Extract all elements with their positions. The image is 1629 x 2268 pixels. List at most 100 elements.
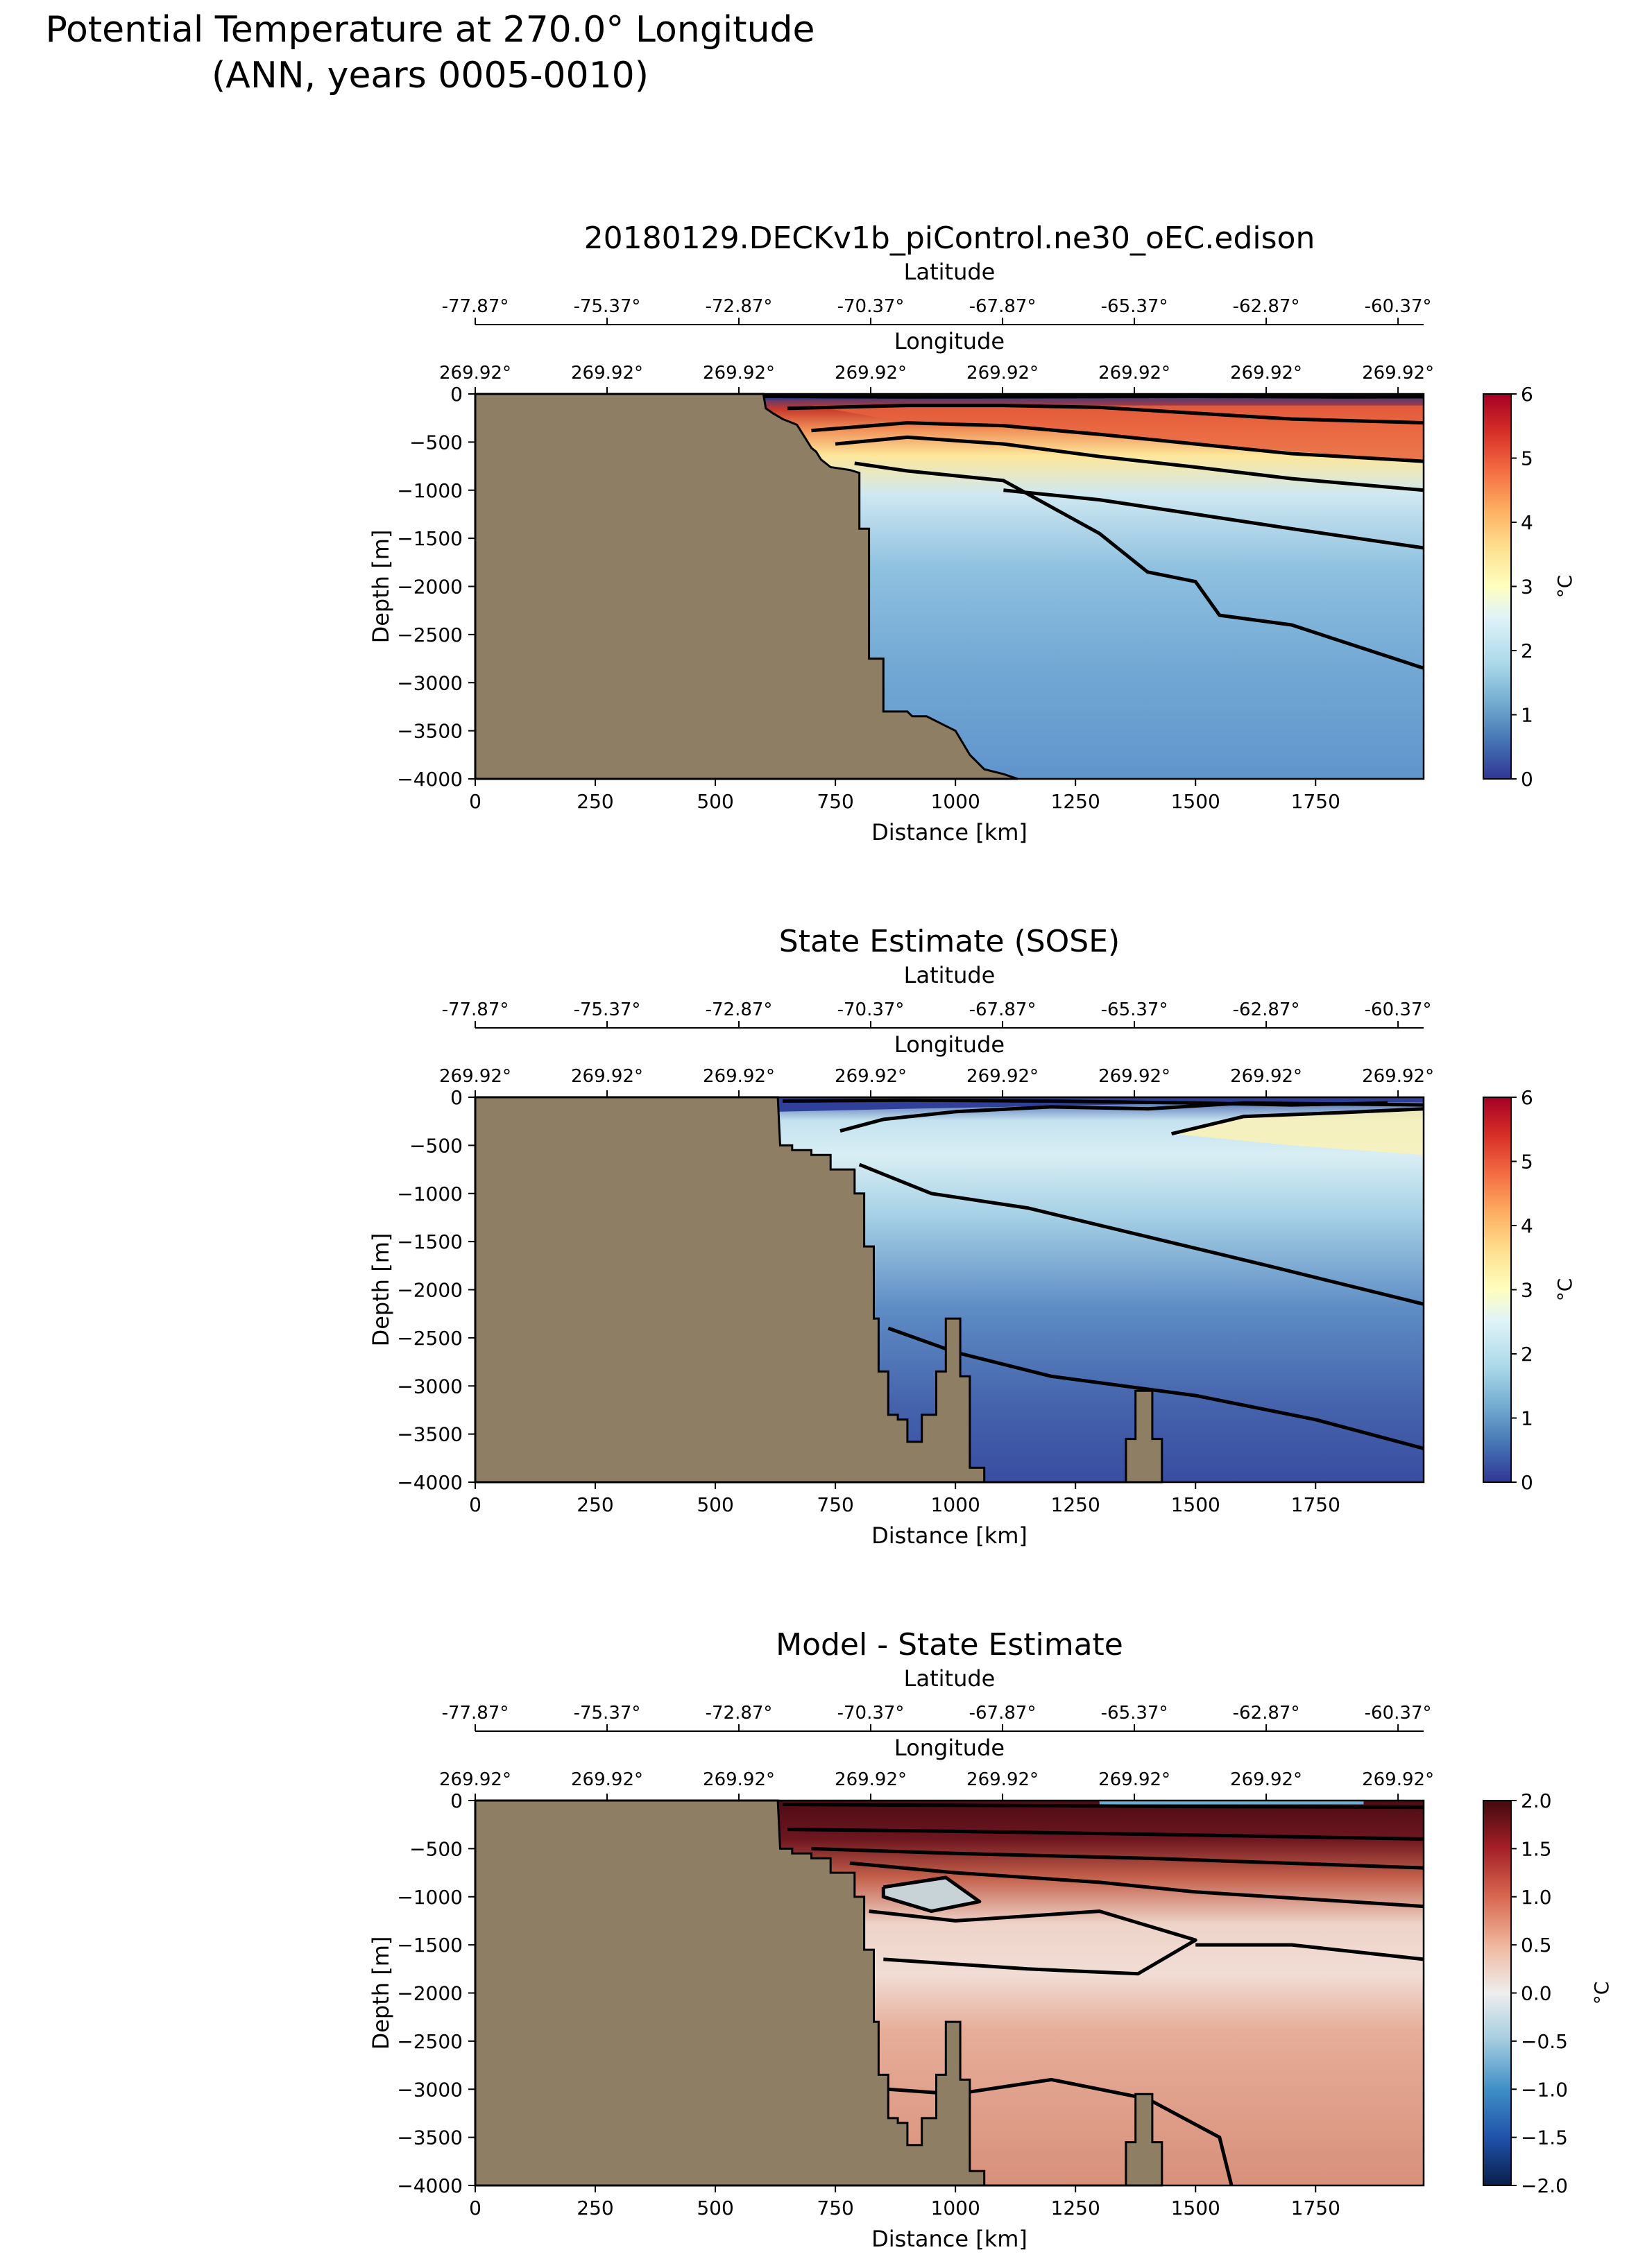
lat-tick-label: -77.87° — [442, 1703, 509, 1724]
colorbar-label: °C — [1590, 1982, 1613, 2005]
colorbar-tick-label: 6 — [1521, 383, 1533, 406]
lon-tick-label: 269.92° — [1362, 1769, 1434, 1790]
colorbar-tick-label: 0.5 — [1521, 1934, 1552, 1957]
colorbar — [1483, 1097, 1512, 1483]
x-tick-label: 1500 — [1171, 1493, 1220, 1516]
x-tick-label: 1250 — [1051, 2197, 1100, 2219]
contour-line — [887, 1326, 1424, 1450]
x-tick-label: 1000 — [931, 790, 980, 813]
lon-tick-label: 269.92° — [1098, 1769, 1170, 1790]
x-axis-label: Distance [km] — [871, 1522, 1027, 1549]
contour-line — [787, 404, 1424, 425]
lat-tick-label: -75.37° — [574, 296, 641, 317]
colorbar-tick-label: 0 — [1521, 768, 1533, 791]
lon-tick-label: 269.92° — [1362, 1066, 1434, 1087]
colorbar-label: °C — [1553, 575, 1576, 599]
contour-line — [811, 421, 1424, 463]
lon-tick-label: 269.92° — [571, 1769, 643, 1790]
colorbar — [1483, 1800, 1512, 2186]
y-tick-label: −4000 — [397, 2174, 463, 2197]
x-tick-label: 1750 — [1291, 790, 1340, 813]
y-tick-label: −3500 — [397, 720, 463, 743]
colorbar-tick-label: 4 — [1521, 1214, 1533, 1237]
lat-axis-label: Latitude — [904, 1665, 996, 1692]
lat-tick-label: -60.37° — [1365, 999, 1432, 1020]
x-tick-label: 500 — [697, 1493, 733, 1516]
y-tick-label: −4000 — [397, 1471, 463, 1494]
lat-tick-label: -67.87° — [969, 296, 1037, 317]
lon-tick-label: 269.92° — [439, 363, 511, 384]
lat-axis-label: Latitude — [904, 259, 996, 285]
lon-tick-label: 269.92° — [1230, 1066, 1302, 1087]
y-tick-label: −2500 — [397, 624, 463, 646]
y-tick-label: −500 — [409, 431, 463, 454]
x-tick-label: 250 — [577, 1493, 613, 1516]
y-tick-label: −2500 — [397, 2030, 463, 2053]
lon-tick-label: 269.92° — [703, 363, 775, 384]
lat-tick-label: -75.37° — [574, 1703, 641, 1724]
x-axis-label: Distance [km] — [871, 819, 1027, 845]
lat-tick-label: -70.37° — [837, 999, 905, 1020]
x-tick-label: 1000 — [931, 2197, 980, 2219]
lon-axis-label: Longitude — [894, 1031, 1005, 1058]
lon-tick-label: 269.92° — [1362, 363, 1434, 384]
colorbar-tick-label: 2 — [1521, 1343, 1533, 1366]
lat-tick-label: -60.37° — [1365, 1703, 1432, 1724]
x-tick-label: 1500 — [1171, 790, 1220, 813]
y-tick-label: −1000 — [397, 479, 463, 502]
lat-tick-label: -77.87° — [442, 296, 509, 317]
lon-tick-label: 269.92° — [439, 1066, 511, 1087]
lat-tick-label: -72.87° — [706, 1703, 773, 1724]
lat-tick-label: -65.37° — [1101, 1703, 1168, 1724]
y-axis-label: Depth [m] — [368, 1233, 394, 1347]
lon-tick-label: 269.92° — [439, 1769, 511, 1790]
lon-tick-label: 269.92° — [835, 1769, 907, 1790]
x-axis-label: Distance [km] — [871, 2226, 1027, 2252]
lon-tick-label: 269.92° — [835, 363, 907, 384]
x-tick-label: 750 — [817, 790, 853, 813]
x-tick-label: 750 — [817, 1493, 853, 1516]
contour-line — [1171, 1107, 1424, 1136]
lat-tick-label: -72.87° — [706, 296, 773, 317]
colorbar-tick-label: 0 — [1521, 1471, 1533, 1494]
y-tick-label: 0 — [450, 383, 463, 406]
bathymetry-mask — [474, 393, 1018, 780]
colorbar-tick-label: 6 — [1521, 1086, 1533, 1109]
lat-tick-label: -67.87° — [969, 1703, 1037, 1724]
colorbar-tick-label: −1.5 — [1521, 2127, 1568, 2149]
lon-tick-label: 269.92° — [966, 1769, 1039, 1790]
lon-tick-label: 269.92° — [571, 363, 643, 384]
x-tick-label: 1500 — [1171, 2197, 1220, 2219]
y-tick-label: −1500 — [397, 1934, 463, 1957]
contour-line — [811, 1846, 1424, 1870]
y-tick-label: −4000 — [397, 768, 463, 791]
lon-tick-label: 269.92° — [703, 1769, 775, 1790]
contour-line — [849, 1861, 1424, 1909]
lon-tick-label: 269.92° — [966, 363, 1039, 384]
y-tick-label: −500 — [409, 1837, 463, 1860]
x-tick-label: 0 — [469, 790, 481, 813]
surface-cool-bias — [1099, 1801, 1364, 1805]
colorbar-tick-label: 0.0 — [1521, 1982, 1552, 2005]
colorbar-tick-label: 3 — [1521, 576, 1533, 599]
colorbar-tick-label: 4 — [1521, 511, 1533, 534]
contour-line — [869, 1909, 1197, 1976]
y-tick-label: −1500 — [397, 1230, 463, 1253]
y-tick-label: −1000 — [397, 1886, 463, 1909]
colorbar-tick-label: 5 — [1521, 447, 1533, 470]
colorbar-tick-label: 1.0 — [1521, 1886, 1552, 1909]
colorbar — [1483, 393, 1512, 780]
y-tick-label: −3000 — [397, 1375, 463, 1398]
x-tick-label: 1750 — [1291, 2197, 1340, 2219]
x-tick-label: 1750 — [1291, 1493, 1340, 1516]
contour-line — [782, 1803, 1424, 1810]
lat-tick-label: -65.37° — [1101, 999, 1168, 1020]
x-tick-label: 500 — [697, 790, 733, 813]
figure-title-line2: (ANN, years 0005-0010) — [211, 55, 649, 96]
lon-tick-label: 269.92° — [1098, 1066, 1170, 1087]
y-tick-label: −1500 — [397, 527, 463, 550]
y-tick-label: −3000 — [397, 2078, 463, 2101]
lon-axis-label: Longitude — [894, 1735, 1005, 1761]
lon-tick-label: 269.92° — [1230, 363, 1302, 384]
